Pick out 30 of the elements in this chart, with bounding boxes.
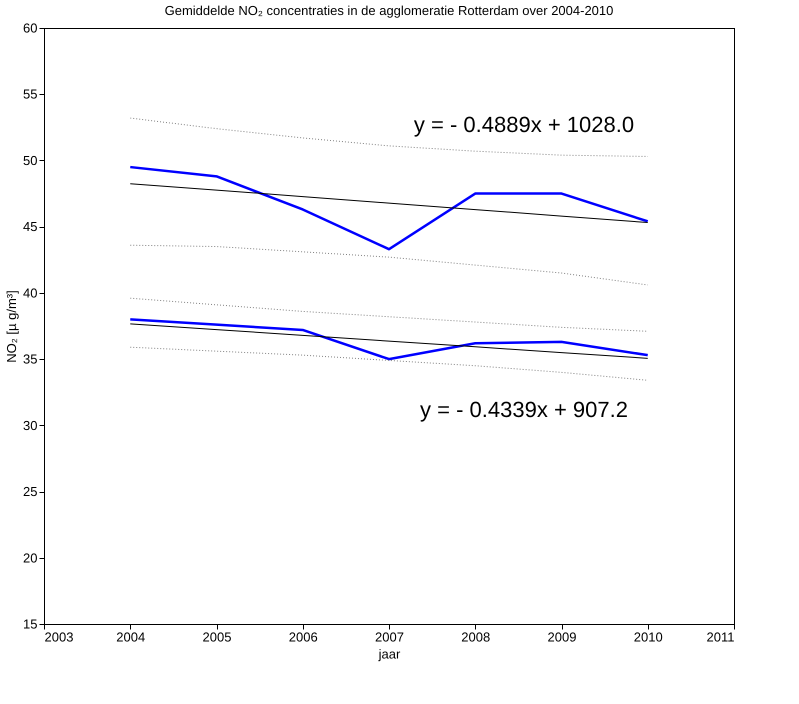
line-series [130, 346, 648, 381]
x-tick-label: 2003 [44, 630, 74, 644]
y-tick-label: 40 [23, 285, 38, 300]
y-axis-title: NO₂ [µ g/m³] [4, 290, 20, 363]
x-tick-label: 2005 [202, 630, 232, 644]
line-series [130, 244, 648, 286]
chart-title: Gemiddelde NO₂ concentraties in de agglomeratie Rotterdam over 2004-2010 [164, 3, 614, 18]
x-tick-label: 2010 [634, 630, 663, 644]
y-tick-label: 55 [23, 86, 38, 102]
x-tick-label: 2004 [116, 630, 146, 644]
x-axis-title: jaar [378, 646, 402, 662]
x-tick-label: 2007 [375, 630, 404, 644]
x-tick-label: 2008 [461, 630, 490, 644]
x-tick-label: 2011 [706, 630, 734, 644]
line-series [129, 166, 649, 250]
y-tick-label: 50 [23, 152, 38, 168]
x-tick-label: 2009 [548, 630, 576, 644]
x-tick-label: 2006 [288, 630, 318, 644]
y-tick-label: 45 [23, 219, 38, 234]
y-tick-label: 35 [23, 352, 38, 367]
annotation: y = - 0.4889x + 1028.0 [414, 112, 634, 137]
y-tick-label: 15 [23, 616, 38, 632]
line-series [130, 298, 648, 332]
line-series [130, 183, 648, 224]
line-series [130, 118, 648, 157]
y-tick-label: 60 [23, 20, 38, 36]
annotation: y = - 0.4339x + 907.2 [420, 397, 628, 422]
y-tick-label: 30 [23, 418, 38, 433]
y-tick-label: 20 [23, 550, 38, 566]
y-tick-label: 25 [23, 484, 38, 500]
